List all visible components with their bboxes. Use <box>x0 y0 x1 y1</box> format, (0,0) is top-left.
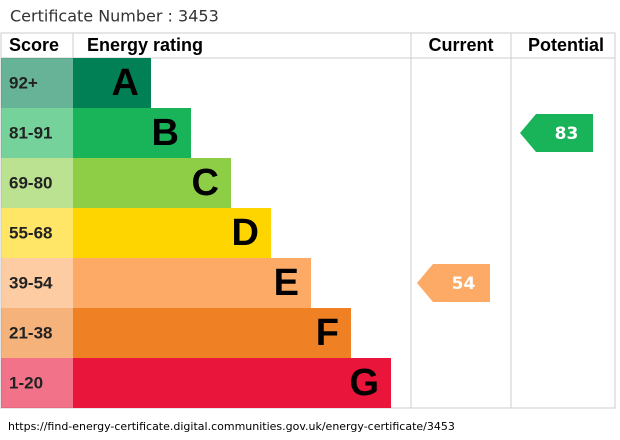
band-bar <box>73 58 151 108</box>
band-bar <box>73 308 351 358</box>
band-score: 69-80 <box>9 173 52 192</box>
potential-label: 83 <box>555 124 579 144</box>
score-cell <box>1 158 73 208</box>
current-label: 54 <box>452 274 476 294</box>
band-letter: B <box>152 112 179 154</box>
score-cell <box>1 208 73 258</box>
potential-arrow <box>520 114 593 152</box>
band-score: 21-38 <box>9 323 52 342</box>
score-cell <box>1 308 73 358</box>
band-bar <box>73 108 191 158</box>
header-potential: Potential <box>528 35 604 55</box>
score-cell <box>1 58 73 108</box>
header-rating: Energy rating <box>87 35 203 55</box>
band-bar <box>73 208 271 258</box>
header-score: Score <box>9 35 59 55</box>
score-cell <box>1 258 73 308</box>
band-letter: F <box>316 312 339 354</box>
band-score: 1-20 <box>9 373 43 392</box>
band-letter: A <box>112 62 139 104</box>
score-cell <box>1 108 73 158</box>
score-cell <box>1 358 73 408</box>
band-score: 39-54 <box>9 273 53 292</box>
header-current: Current <box>428 35 493 55</box>
band-score: 81-91 <box>9 123 52 142</box>
title: Certificate Number : 3453 <box>10 7 219 26</box>
band-letter: D <box>232 212 259 254</box>
band-letter: E <box>274 262 299 304</box>
band-letter: G <box>349 362 379 404</box>
band-bar <box>73 258 311 308</box>
url: https://find-energy-certificate.digital.… <box>8 420 455 433</box>
band-bar <box>73 358 391 408</box>
band-score: 92+ <box>9 73 38 92</box>
current-arrow <box>417 264 490 302</box>
band-letter: C <box>192 162 219 204</box>
band-score: 55-68 <box>9 223 52 242</box>
band-bar <box>73 158 231 208</box>
